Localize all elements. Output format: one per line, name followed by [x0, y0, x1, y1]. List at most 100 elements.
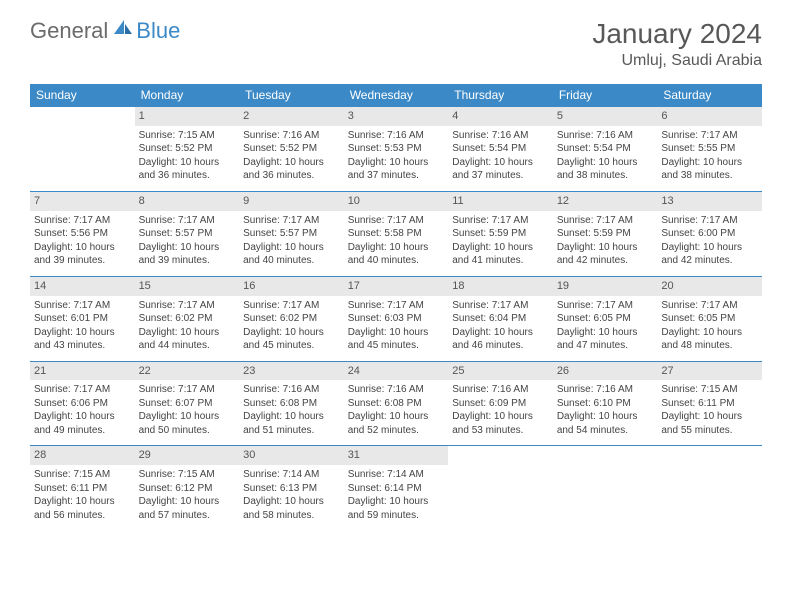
- daylight-text: and 54 minutes.: [557, 424, 654, 438]
- daylight-text: Daylight: 10 hours: [348, 495, 445, 509]
- logo-sail-icon: [112, 18, 134, 36]
- calendar-cell: [448, 446, 553, 530]
- daylight-text: Daylight: 10 hours: [34, 495, 131, 509]
- calendar-body: 1Sunrise: 7:15 AMSunset: 5:52 PMDaylight…: [30, 107, 762, 531]
- daylight-text: and 47 minutes.: [557, 339, 654, 353]
- daylight-text: and 36 minutes.: [139, 169, 236, 183]
- daylight-text: Daylight: 10 hours: [661, 156, 758, 170]
- sunset-text: Sunset: 5:55 PM: [661, 142, 758, 156]
- calendar-cell: 2Sunrise: 7:16 AMSunset: 5:52 PMDaylight…: [239, 107, 344, 192]
- calendar-cell: 1Sunrise: 7:15 AMSunset: 5:52 PMDaylight…: [135, 107, 240, 192]
- calendar-cell: 29Sunrise: 7:15 AMSunset: 6:12 PMDayligh…: [135, 446, 240, 530]
- sunset-text: Sunset: 6:03 PM: [348, 312, 445, 326]
- day-number: 26: [553, 362, 658, 381]
- daylight-text: and 37 minutes.: [452, 169, 549, 183]
- calendar-week-row: 21Sunrise: 7:17 AMSunset: 6:06 PMDayligh…: [30, 361, 762, 446]
- calendar-cell: 5Sunrise: 7:16 AMSunset: 5:54 PMDaylight…: [553, 107, 658, 192]
- daylight-text: and 58 minutes.: [243, 509, 340, 523]
- daylight-text: and 45 minutes.: [243, 339, 340, 353]
- daylight-text: and 38 minutes.: [661, 169, 758, 183]
- day-number: 23: [239, 362, 344, 381]
- sunrise-text: Sunrise: 7:16 AM: [452, 383, 549, 397]
- sunset-text: Sunset: 5:57 PM: [243, 227, 340, 241]
- day-number: 27: [657, 362, 762, 381]
- day-number: 17: [344, 277, 449, 296]
- calendar-cell: 13Sunrise: 7:17 AMSunset: 6:00 PMDayligh…: [657, 191, 762, 276]
- day-number: 16: [239, 277, 344, 296]
- sunrise-text: Sunrise: 7:17 AM: [661, 129, 758, 143]
- daylight-text: Daylight: 10 hours: [557, 410, 654, 424]
- sunrise-text: Sunrise: 7:15 AM: [34, 468, 131, 482]
- sunrise-text: Sunrise: 7:16 AM: [243, 383, 340, 397]
- daylight-text: Daylight: 10 hours: [243, 241, 340, 255]
- logo-text-blue: Blue: [136, 18, 180, 44]
- calendar-cell: 27Sunrise: 7:15 AMSunset: 6:11 PMDayligh…: [657, 361, 762, 446]
- sunset-text: Sunset: 6:08 PM: [348, 397, 445, 411]
- daylight-text: and 43 minutes.: [34, 339, 131, 353]
- day-number: 4: [448, 107, 553, 126]
- daylight-text: Daylight: 10 hours: [661, 241, 758, 255]
- calendar-cell: 14Sunrise: 7:17 AMSunset: 6:01 PMDayligh…: [30, 276, 135, 361]
- daylight-text: and 57 minutes.: [139, 509, 236, 523]
- sunset-text: Sunset: 6:02 PM: [139, 312, 236, 326]
- sunrise-text: Sunrise: 7:14 AM: [348, 468, 445, 482]
- daylight-text: Daylight: 10 hours: [243, 410, 340, 424]
- daylight-text: and 48 minutes.: [661, 339, 758, 353]
- day-number: 25: [448, 362, 553, 381]
- calendar-cell: 15Sunrise: 7:17 AMSunset: 6:02 PMDayligh…: [135, 276, 240, 361]
- daylight-text: Daylight: 10 hours: [661, 326, 758, 340]
- sunset-text: Sunset: 6:07 PM: [139, 397, 236, 411]
- daylight-text: and 37 minutes.: [348, 169, 445, 183]
- calendar-cell: 7Sunrise: 7:17 AMSunset: 5:56 PMDaylight…: [30, 191, 135, 276]
- sunrise-text: Sunrise: 7:17 AM: [34, 383, 131, 397]
- col-friday: Friday: [553, 84, 658, 107]
- calendar-cell: 26Sunrise: 7:16 AMSunset: 6:10 PMDayligh…: [553, 361, 658, 446]
- day-number: 15: [135, 277, 240, 296]
- daylight-text: Daylight: 10 hours: [452, 326, 549, 340]
- sunrise-text: Sunrise: 7:17 AM: [243, 214, 340, 228]
- sunrise-text: Sunrise: 7:15 AM: [139, 468, 236, 482]
- calendar-cell: 11Sunrise: 7:17 AMSunset: 5:59 PMDayligh…: [448, 191, 553, 276]
- month-title: January 2024: [592, 18, 762, 50]
- sunset-text: Sunset: 5:56 PM: [34, 227, 131, 241]
- calendar-cell: 9Sunrise: 7:17 AMSunset: 5:57 PMDaylight…: [239, 191, 344, 276]
- daylight-text: Daylight: 10 hours: [243, 156, 340, 170]
- calendar-week-row: 1Sunrise: 7:15 AMSunset: 5:52 PMDaylight…: [30, 107, 762, 192]
- daylight-text: Daylight: 10 hours: [557, 156, 654, 170]
- calendar-week-row: 7Sunrise: 7:17 AMSunset: 5:56 PMDaylight…: [30, 191, 762, 276]
- sunset-text: Sunset: 6:02 PM: [243, 312, 340, 326]
- calendar-cell: 3Sunrise: 7:16 AMSunset: 5:53 PMDaylight…: [344, 107, 449, 192]
- daylight-text: Daylight: 10 hours: [557, 326, 654, 340]
- calendar-cell: 10Sunrise: 7:17 AMSunset: 5:58 PMDayligh…: [344, 191, 449, 276]
- daylight-text: and 53 minutes.: [452, 424, 549, 438]
- day-number: 21: [30, 362, 135, 381]
- daylight-text: and 50 minutes.: [139, 424, 236, 438]
- sunrise-text: Sunrise: 7:17 AM: [139, 383, 236, 397]
- calendar-header-row: Sunday Monday Tuesday Wednesday Thursday…: [30, 84, 762, 107]
- daylight-text: and 40 minutes.: [348, 254, 445, 268]
- calendar-week-row: 14Sunrise: 7:17 AMSunset: 6:01 PMDayligh…: [30, 276, 762, 361]
- calendar-cell: 17Sunrise: 7:17 AMSunset: 6:03 PMDayligh…: [344, 276, 449, 361]
- calendar-cell: 30Sunrise: 7:14 AMSunset: 6:13 PMDayligh…: [239, 446, 344, 530]
- day-number: 18: [448, 277, 553, 296]
- daylight-text: Daylight: 10 hours: [139, 495, 236, 509]
- sunrise-text: Sunrise: 7:17 AM: [34, 299, 131, 313]
- daylight-text: and 59 minutes.: [348, 509, 445, 523]
- day-number: 6: [657, 107, 762, 126]
- sunrise-text: Sunrise: 7:17 AM: [139, 299, 236, 313]
- daylight-text: and 52 minutes.: [348, 424, 445, 438]
- sunset-text: Sunset: 6:06 PM: [34, 397, 131, 411]
- sunset-text: Sunset: 6:13 PM: [243, 482, 340, 496]
- sunrise-text: Sunrise: 7:16 AM: [348, 383, 445, 397]
- sunset-text: Sunset: 5:54 PM: [452, 142, 549, 156]
- daylight-text: Daylight: 10 hours: [452, 410, 549, 424]
- day-number: 13: [657, 192, 762, 211]
- daylight-text: and 46 minutes.: [452, 339, 549, 353]
- sunrise-text: Sunrise: 7:16 AM: [557, 383, 654, 397]
- col-wednesday: Wednesday: [344, 84, 449, 107]
- calendar-cell: 18Sunrise: 7:17 AMSunset: 6:04 PMDayligh…: [448, 276, 553, 361]
- daylight-text: Daylight: 10 hours: [452, 156, 549, 170]
- daylight-text: Daylight: 10 hours: [139, 156, 236, 170]
- sunrise-text: Sunrise: 7:17 AM: [348, 299, 445, 313]
- day-number: 5: [553, 107, 658, 126]
